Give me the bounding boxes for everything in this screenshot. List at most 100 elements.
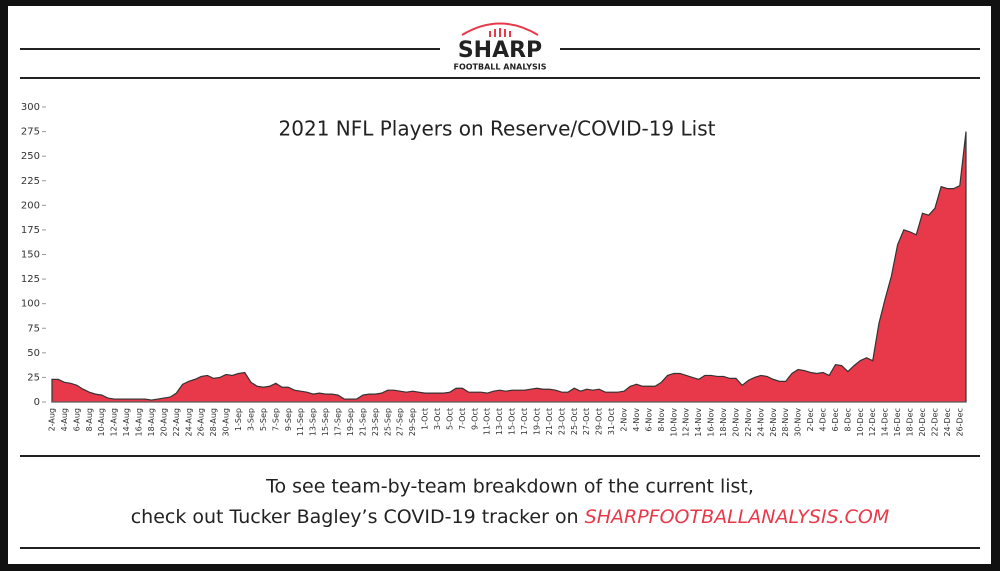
x-tick-label: 18-Nov: [719, 408, 728, 437]
x-tick-label: 22-Dec: [930, 408, 939, 437]
y-tick-label: 175: [21, 225, 40, 236]
x-tick-label: 13-Sep: [309, 408, 318, 436]
y-tick-label: 100: [21, 299, 40, 310]
chart-title: 2021 NFL Players on Reserve/COVID-19 Lis…: [279, 117, 716, 141]
x-tick-label: 26-Aug: [197, 408, 206, 437]
y-tick-label: 50: [27, 348, 40, 359]
x-tick-label: 3-Sep: [246, 408, 255, 431]
footer-text: To see team-by-team breakdown of the cur…: [265, 476, 754, 498]
x-tick-label: 30-Aug: [222, 408, 231, 437]
x-tick-label: 16-Aug: [135, 408, 144, 437]
x-tick-label: 16-Dec: [893, 408, 902, 437]
x-tick-label: 2-Nov: [620, 408, 629, 432]
x-tick-label: 18-Dec: [906, 408, 915, 437]
area: [51, 131, 967, 403]
x-tick-label: 9-Sep: [284, 408, 293, 431]
x-tick-label: 27-Oct: [582, 408, 591, 435]
x-tick-label: 8-Dec: [843, 408, 852, 431]
x-tick-label: 14-Aug: [122, 408, 131, 437]
footer-text: check out Tucker Bagley’s COVID-19 track…: [131, 506, 890, 528]
x-tick-label: 23-Oct: [557, 408, 566, 435]
x-tick-label: 12-Nov: [682, 408, 691, 437]
x-tick-label: 27-Sep: [396, 408, 405, 436]
x-tick-label: 9-Oct: [470, 408, 479, 430]
x-tick-label: 15-Sep: [321, 408, 330, 436]
x-tick-label: 11-Oct: [483, 408, 492, 435]
x-tick-label: 24-Dec: [943, 408, 952, 437]
x-tick-label: 11-Sep: [296, 408, 305, 436]
x-tick-label: 25-Oct: [570, 408, 579, 435]
y-tick-label: 75: [27, 323, 40, 334]
x-tick-label: 24-Aug: [184, 408, 193, 437]
brand: SHARP: [458, 38, 542, 63]
x-tick-label: 2-Dec: [806, 408, 815, 431]
x-tick-label: 14-Dec: [881, 408, 890, 437]
x-tick-label: 1-Oct: [421, 408, 430, 430]
logo-laces: [489, 28, 511, 37]
x-tick-label: 29-Oct: [595, 408, 604, 435]
footer-link: SHARPFOOTBALLANALYSIS.COM: [585, 506, 890, 528]
x-tick-label: 13-Oct: [495, 408, 504, 435]
x-tick-label: 4-Aug: [60, 408, 69, 431]
x-tick-label: 4-Nov: [632, 408, 641, 432]
x-tick-label: 5-Sep: [259, 408, 268, 431]
x-tick-label: 6-Dec: [831, 408, 840, 431]
x-tick-label: 5-Oct: [445, 408, 454, 430]
x-tick-label: 10-Dec: [856, 408, 865, 437]
x-tick-label: 28-Aug: [209, 408, 218, 437]
x-tick-label: 2-Aug: [48, 408, 57, 431]
y-tick-label: 125: [21, 274, 40, 285]
x-tick-label: 15-Oct: [508, 408, 517, 435]
x-tick-label: 6-Aug: [72, 408, 81, 431]
x-tick-label: 20-Dec: [918, 408, 927, 437]
x-tick-label: 7-Oct: [458, 408, 467, 430]
x-tick-label: 8-Aug: [85, 408, 94, 431]
x-tick-label: 12-Dec: [868, 408, 877, 437]
y-tick-label: 0: [34, 397, 40, 408]
x-tick-label: 30-Nov: [794, 408, 803, 437]
x-tick-label: 21-Sep: [358, 408, 367, 436]
x-tick-label: 29-Sep: [408, 408, 417, 436]
x-tick-label: 17-Oct: [520, 408, 529, 435]
y-tick-label: 25: [27, 372, 40, 383]
x-tick-label: 7-Sep: [271, 408, 280, 431]
x-tick-label: 14-Nov: [694, 408, 703, 437]
x-tick-label: 20-Aug: [159, 408, 168, 437]
logo-arc: [461, 22, 539, 36]
footer-line: check out Tucker Bagley’s COVID-19 track…: [131, 506, 579, 528]
y-tick-label: 275: [21, 127, 40, 138]
canvas: [8, 6, 991, 564]
x-tick-label: 16-Nov: [707, 408, 716, 437]
x-tick-label: 6-Nov: [644, 408, 653, 432]
x-tick-label: 26-Nov: [769, 408, 778, 437]
y-tick-label: 225: [21, 176, 40, 187]
x-tick-label: 1-Sep: [234, 408, 243, 431]
x-tick-label: 24-Nov: [756, 408, 765, 437]
x-tick-label: 21-Oct: [545, 408, 554, 435]
x-tick-label: 17-Sep: [334, 408, 343, 436]
x-tick-label: 18-Aug: [147, 408, 156, 437]
x-tick-label: 31-Oct: [607, 408, 616, 435]
x-tick-label: 25-Sep: [383, 408, 392, 436]
x-tick-label: 19-Sep: [346, 408, 355, 436]
y-tick-label: 150: [21, 250, 40, 261]
x-tick-label: 12-Aug: [110, 408, 119, 437]
y-tick-label: 300: [21, 102, 40, 113]
x-tick-label: 3-Oct: [433, 408, 442, 430]
y-tick-label: 200: [21, 200, 40, 211]
x-tick-label: 22-Nov: [744, 408, 753, 437]
tagline: FOOTBALL ANALYSIS: [453, 63, 546, 72]
x-tick-label: 19-Oct: [532, 408, 541, 435]
y-tick-label: 250: [21, 151, 40, 162]
x-tick-label: 28-Nov: [781, 408, 790, 437]
x-tick-label: 22-Aug: [172, 408, 181, 437]
x-tick-label: 26-Dec: [955, 408, 964, 437]
x-tick-label: 4-Dec: [818, 408, 827, 431]
x-tick-label: 8-Nov: [657, 408, 666, 432]
x-tick-label: 23-Sep: [371, 408, 380, 436]
x-tick-label: 10-Aug: [97, 408, 106, 437]
x-tick-label: 10-Nov: [669, 408, 678, 437]
x-tick-label: 20-Nov: [731, 408, 740, 437]
